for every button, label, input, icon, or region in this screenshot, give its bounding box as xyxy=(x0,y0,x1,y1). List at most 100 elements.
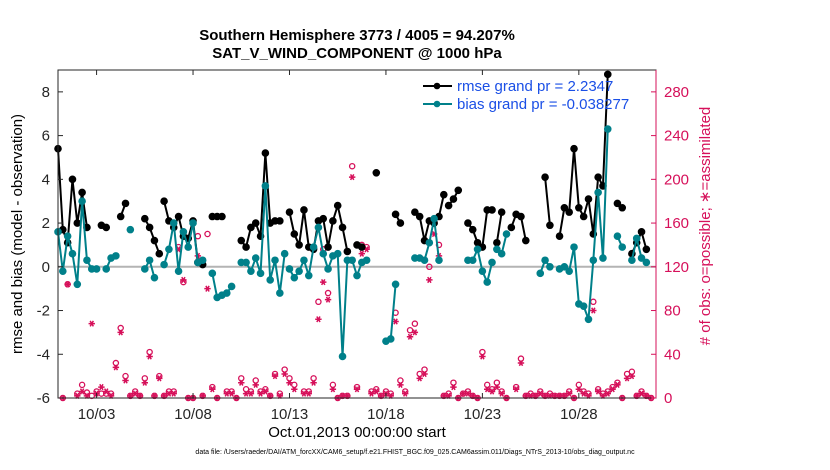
assimilated-count-point xyxy=(517,359,525,367)
bias-point xyxy=(362,256,371,265)
assimilated-count-point xyxy=(590,307,597,314)
assimilated-count-point xyxy=(512,386,520,393)
assimilated-count-point xyxy=(479,353,486,360)
rmse-point xyxy=(555,232,564,240)
assimilated-count-point xyxy=(628,372,636,380)
rmse-line-segment xyxy=(544,177,551,226)
left-y-tick-label: -6 xyxy=(37,390,50,407)
assimilated-count-point xyxy=(310,379,317,386)
assimilated-count-point xyxy=(146,353,153,360)
possible-count-point xyxy=(348,162,356,170)
x-tick-label: 10/03 xyxy=(78,406,116,423)
bias-point xyxy=(83,256,91,265)
possible-count-point xyxy=(252,377,259,384)
x-tick-label: 10/08 xyxy=(174,406,212,423)
rmse-point xyxy=(290,230,299,238)
possible-count-point xyxy=(78,381,86,389)
bias-point xyxy=(222,289,231,297)
bias-point xyxy=(594,188,602,197)
bias-point xyxy=(165,245,173,254)
assimilated-count-point xyxy=(286,379,293,386)
right-y-tick-label: 0 xyxy=(664,390,672,407)
rmse-legend-marker xyxy=(433,82,441,90)
bias-point xyxy=(468,256,477,265)
assimilated-count-point xyxy=(421,370,428,378)
right-y-tick-label: 160 xyxy=(664,215,689,232)
rmse-point xyxy=(78,188,86,197)
assimilated-count-point xyxy=(78,388,86,395)
possible-count-point xyxy=(281,366,288,373)
bias-point xyxy=(280,249,289,258)
assimilated-count-point xyxy=(406,333,414,340)
bias-point xyxy=(300,256,308,265)
bias-point xyxy=(208,269,217,278)
bias-point xyxy=(584,315,593,324)
bias-legend-label: bias grand pr = -0.038277 xyxy=(457,96,629,113)
assimilated-count-point xyxy=(416,375,423,382)
assimilated-count-point xyxy=(575,386,583,393)
bias-point xyxy=(589,256,598,265)
bias-point xyxy=(160,260,168,269)
bias-point xyxy=(73,280,82,289)
rmse-point xyxy=(415,212,424,221)
assimilated-count-point xyxy=(209,386,216,393)
rmse-point xyxy=(333,201,342,210)
assimilated-count-point xyxy=(623,375,631,382)
rmse-point xyxy=(145,223,154,232)
rmse-point xyxy=(454,186,463,195)
possible-count-point xyxy=(493,379,501,386)
possible-count-point xyxy=(122,372,129,380)
bias-point xyxy=(628,256,636,265)
assimilated-count-point xyxy=(315,316,322,323)
possible-count-point xyxy=(628,368,636,376)
rmse-point xyxy=(251,219,260,227)
rmse-point xyxy=(440,190,448,199)
rmse-point xyxy=(521,236,530,245)
rmse-point xyxy=(141,214,149,223)
assimilated-count-point xyxy=(353,386,361,393)
bias-point xyxy=(502,230,511,238)
bias-point xyxy=(488,258,496,267)
bias-point xyxy=(251,254,260,262)
bias-point xyxy=(642,258,651,267)
rmse-point xyxy=(546,221,554,230)
assimilated-count-point xyxy=(257,390,264,397)
rmse-point xyxy=(618,203,627,212)
bias-point xyxy=(256,269,265,278)
rmse-point xyxy=(396,219,405,227)
left-y-tick-label: 2 xyxy=(42,215,50,232)
possible-count-point xyxy=(406,326,414,334)
rmse-point xyxy=(613,199,622,208)
assimilated-count-point xyxy=(117,329,124,336)
chart-subtitle: SAT_V_WIND_COMPONENT @ 1000 hPa xyxy=(212,45,502,62)
assimilated-count-point xyxy=(484,386,491,393)
assimilated-count-point xyxy=(604,390,611,397)
assimilated-count-point xyxy=(112,364,120,371)
bias-point xyxy=(92,265,101,273)
rmse-point xyxy=(68,175,77,184)
left-y-tick-label: -2 xyxy=(37,303,50,320)
assimilated-count-point xyxy=(238,379,245,386)
bias-point xyxy=(565,267,573,275)
bias-point xyxy=(285,265,294,273)
possible-count-point xyxy=(310,375,317,382)
bias-line-segment xyxy=(385,284,397,343)
possible-count-point xyxy=(483,381,491,389)
rmse-point xyxy=(444,201,453,210)
rmse-legend-label: rmse grand pr = 2.2347 xyxy=(457,78,613,95)
assimilated-count-point xyxy=(64,281,71,288)
bias-point xyxy=(391,280,400,289)
assimilated-count-point xyxy=(537,390,544,397)
bias-point xyxy=(126,225,135,234)
data-file-footnote: data file: /Users/raeder/DAI/ATM_forcXX/… xyxy=(195,449,635,456)
possible-count-point xyxy=(479,348,486,356)
left-y-tick-label: 0 xyxy=(42,259,50,276)
bias-point xyxy=(541,256,549,265)
bias-point xyxy=(319,249,328,258)
possible-count-point xyxy=(291,381,298,389)
bias-point xyxy=(247,267,255,275)
right-y-tick-label: 80 xyxy=(664,303,681,320)
right-y-tick-label: 200 xyxy=(664,171,689,188)
